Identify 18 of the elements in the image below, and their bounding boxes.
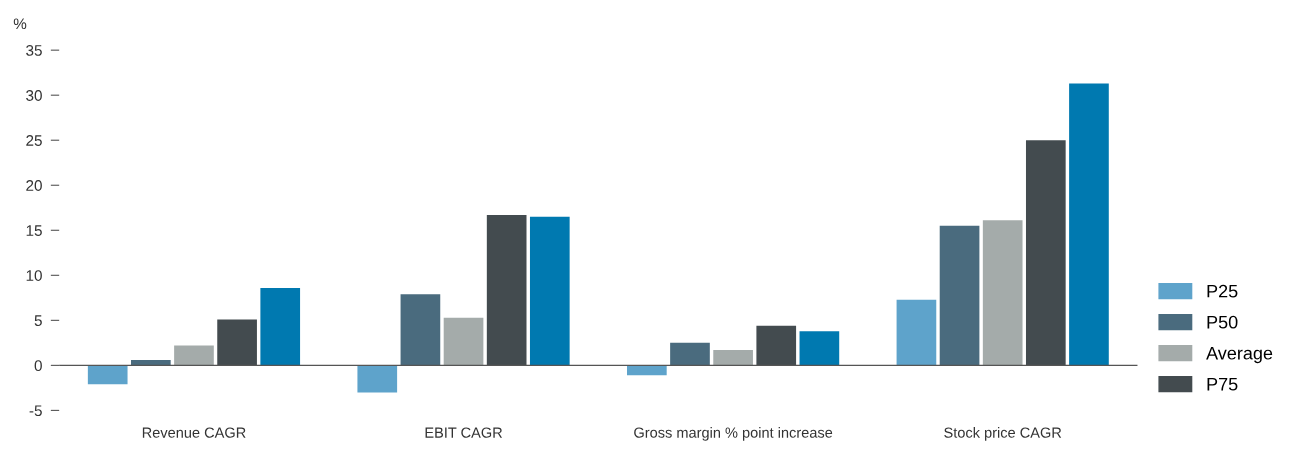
y-tick-label: -5	[29, 405, 42, 417]
y-tick-label: 10	[26, 270, 42, 281]
legend-label: Average	[1206, 346, 1273, 364]
y-tick-label: 30	[26, 90, 42, 101]
x-tick-label: EBIT CAGR	[425, 427, 503, 438]
y-axis-title: %	[13, 18, 27, 30]
y-tick-label: 15	[26, 225, 42, 236]
y-tick-label: 25	[26, 135, 42, 146]
y-tick-label: 20	[26, 180, 42, 191]
legend-label: P50	[1207, 315, 1238, 329]
x-tick-label: Gross margin % point increase	[634, 427, 833, 441]
x-tick-label: Stock price CAGR	[944, 427, 1062, 441]
y-tick-label: 0	[34, 360, 42, 372]
legend-label: P25	[1207, 284, 1238, 298]
legend-label: P75	[1207, 377, 1238, 391]
y-tick-label: 35	[26, 45, 42, 56]
x-tick-label: Revenue CAGR	[142, 427, 246, 438]
y-tick-label: 5	[34, 315, 42, 327]
